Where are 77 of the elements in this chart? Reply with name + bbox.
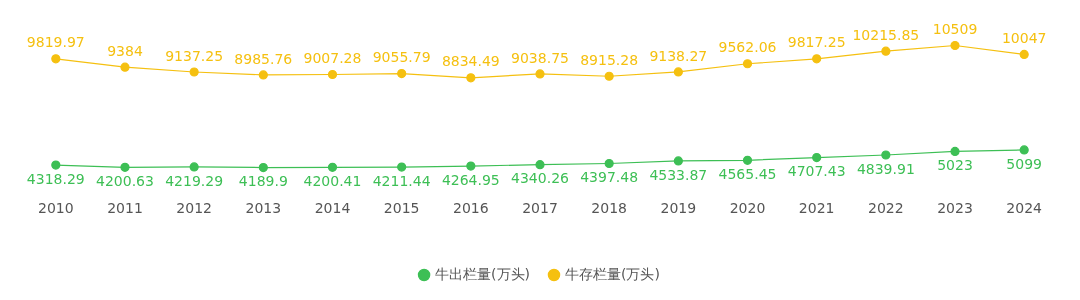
x-tick-label: 2018: [591, 200, 627, 217]
x-tick-label: 2021: [798, 200, 835, 217]
point: [189, 162, 199, 172]
point: [397, 162, 407, 172]
x-tick-label: 2017: [522, 200, 558, 217]
point: [950, 40, 960, 51]
point: [466, 161, 476, 171]
point: [189, 67, 199, 77]
point: [535, 69, 545, 79]
data-label: 4318.29: [26, 170, 85, 187]
data-label: 4533.87: [649, 166, 708, 183]
legend-label: 牛出栏量(万头): [435, 265, 531, 282]
data-label: 9038.75: [511, 49, 569, 66]
data-label: 9384: [107, 42, 143, 59]
x-tick-label: 2010: [37, 200, 74, 217]
data-label: 10215.85: [852, 26, 920, 43]
data-label: 9055.79: [372, 49, 431, 66]
point: [51, 160, 61, 170]
x-tick-label: 2016: [453, 200, 489, 217]
data-label: 5023: [937, 157, 973, 174]
point: [51, 54, 61, 64]
x-tick-label: 2012: [176, 200, 212, 217]
data-label: 10047: [1001, 30, 1047, 47]
data-label: 4219.29: [165, 172, 224, 189]
point: [742, 155, 753, 165]
data-label: 4264.95: [441, 171, 500, 188]
data-label: 4839.91: [856, 160, 915, 177]
point: [120, 162, 130, 172]
data-label: 4200.63: [96, 172, 154, 189]
point: [1019, 49, 1029, 60]
point: [1019, 145, 1029, 155]
point: [881, 150, 891, 160]
data-label: 4565.45: [718, 165, 777, 182]
data-label: 9819.97: [26, 34, 85, 51]
point: [327, 69, 338, 80]
point: [604, 158, 614, 169]
point: [258, 162, 268, 173]
data-label: 4211.44: [372, 172, 431, 189]
data-label: 4200.41: [303, 172, 362, 189]
point: [604, 71, 614, 81]
point: [397, 68, 407, 79]
data-label: 4340.26: [511, 170, 570, 187]
point: [466, 73, 476, 83]
x-tick-label: 2019: [660, 200, 697, 217]
point: [812, 152, 822, 163]
data-label: 10509: [932, 21, 978, 38]
point: [535, 160, 545, 170]
data-label: 9817.25: [787, 34, 846, 51]
x-tick-label: 2015: [383, 200, 420, 217]
point: [258, 70, 268, 80]
data-label: 9138.27: [649, 47, 708, 64]
point: [120, 62, 130, 72]
data-label: 9007.28: [303, 50, 362, 67]
x-tick-label: 2013: [245, 200, 282, 217]
x-tick-label: 2011: [107, 200, 143, 217]
data-label: 4189.9: [238, 173, 288, 190]
data-label: 5099: [1006, 155, 1043, 172]
point: [327, 162, 338, 172]
point: [881, 46, 891, 56]
data-label: 4707.43: [787, 163, 846, 180]
point: [673, 156, 683, 166]
data-label: 9137.25: [165, 47, 224, 64]
x-tick-label: 2020: [729, 200, 766, 217]
point: [950, 146, 960, 157]
data-label: 9562.06: [718, 39, 777, 56]
legend-label: 牛存栏量(万头): [565, 265, 660, 282]
point: [673, 67, 683, 77]
x-tick-label: 2024: [1006, 200, 1043, 217]
data-label: 8915.28: [580, 51, 639, 68]
point: [812, 54, 822, 64]
data-label: 8985.76: [234, 50, 293, 67]
data-label: 8834.49: [441, 53, 500, 70]
x-tick-label: 2014: [314, 200, 351, 217]
data-label: 4397.48: [580, 169, 639, 186]
x-tick-label: 2023: [937, 200, 973, 217]
point: [742, 59, 753, 69]
x-tick-label: 2022: [868, 200, 904, 217]
